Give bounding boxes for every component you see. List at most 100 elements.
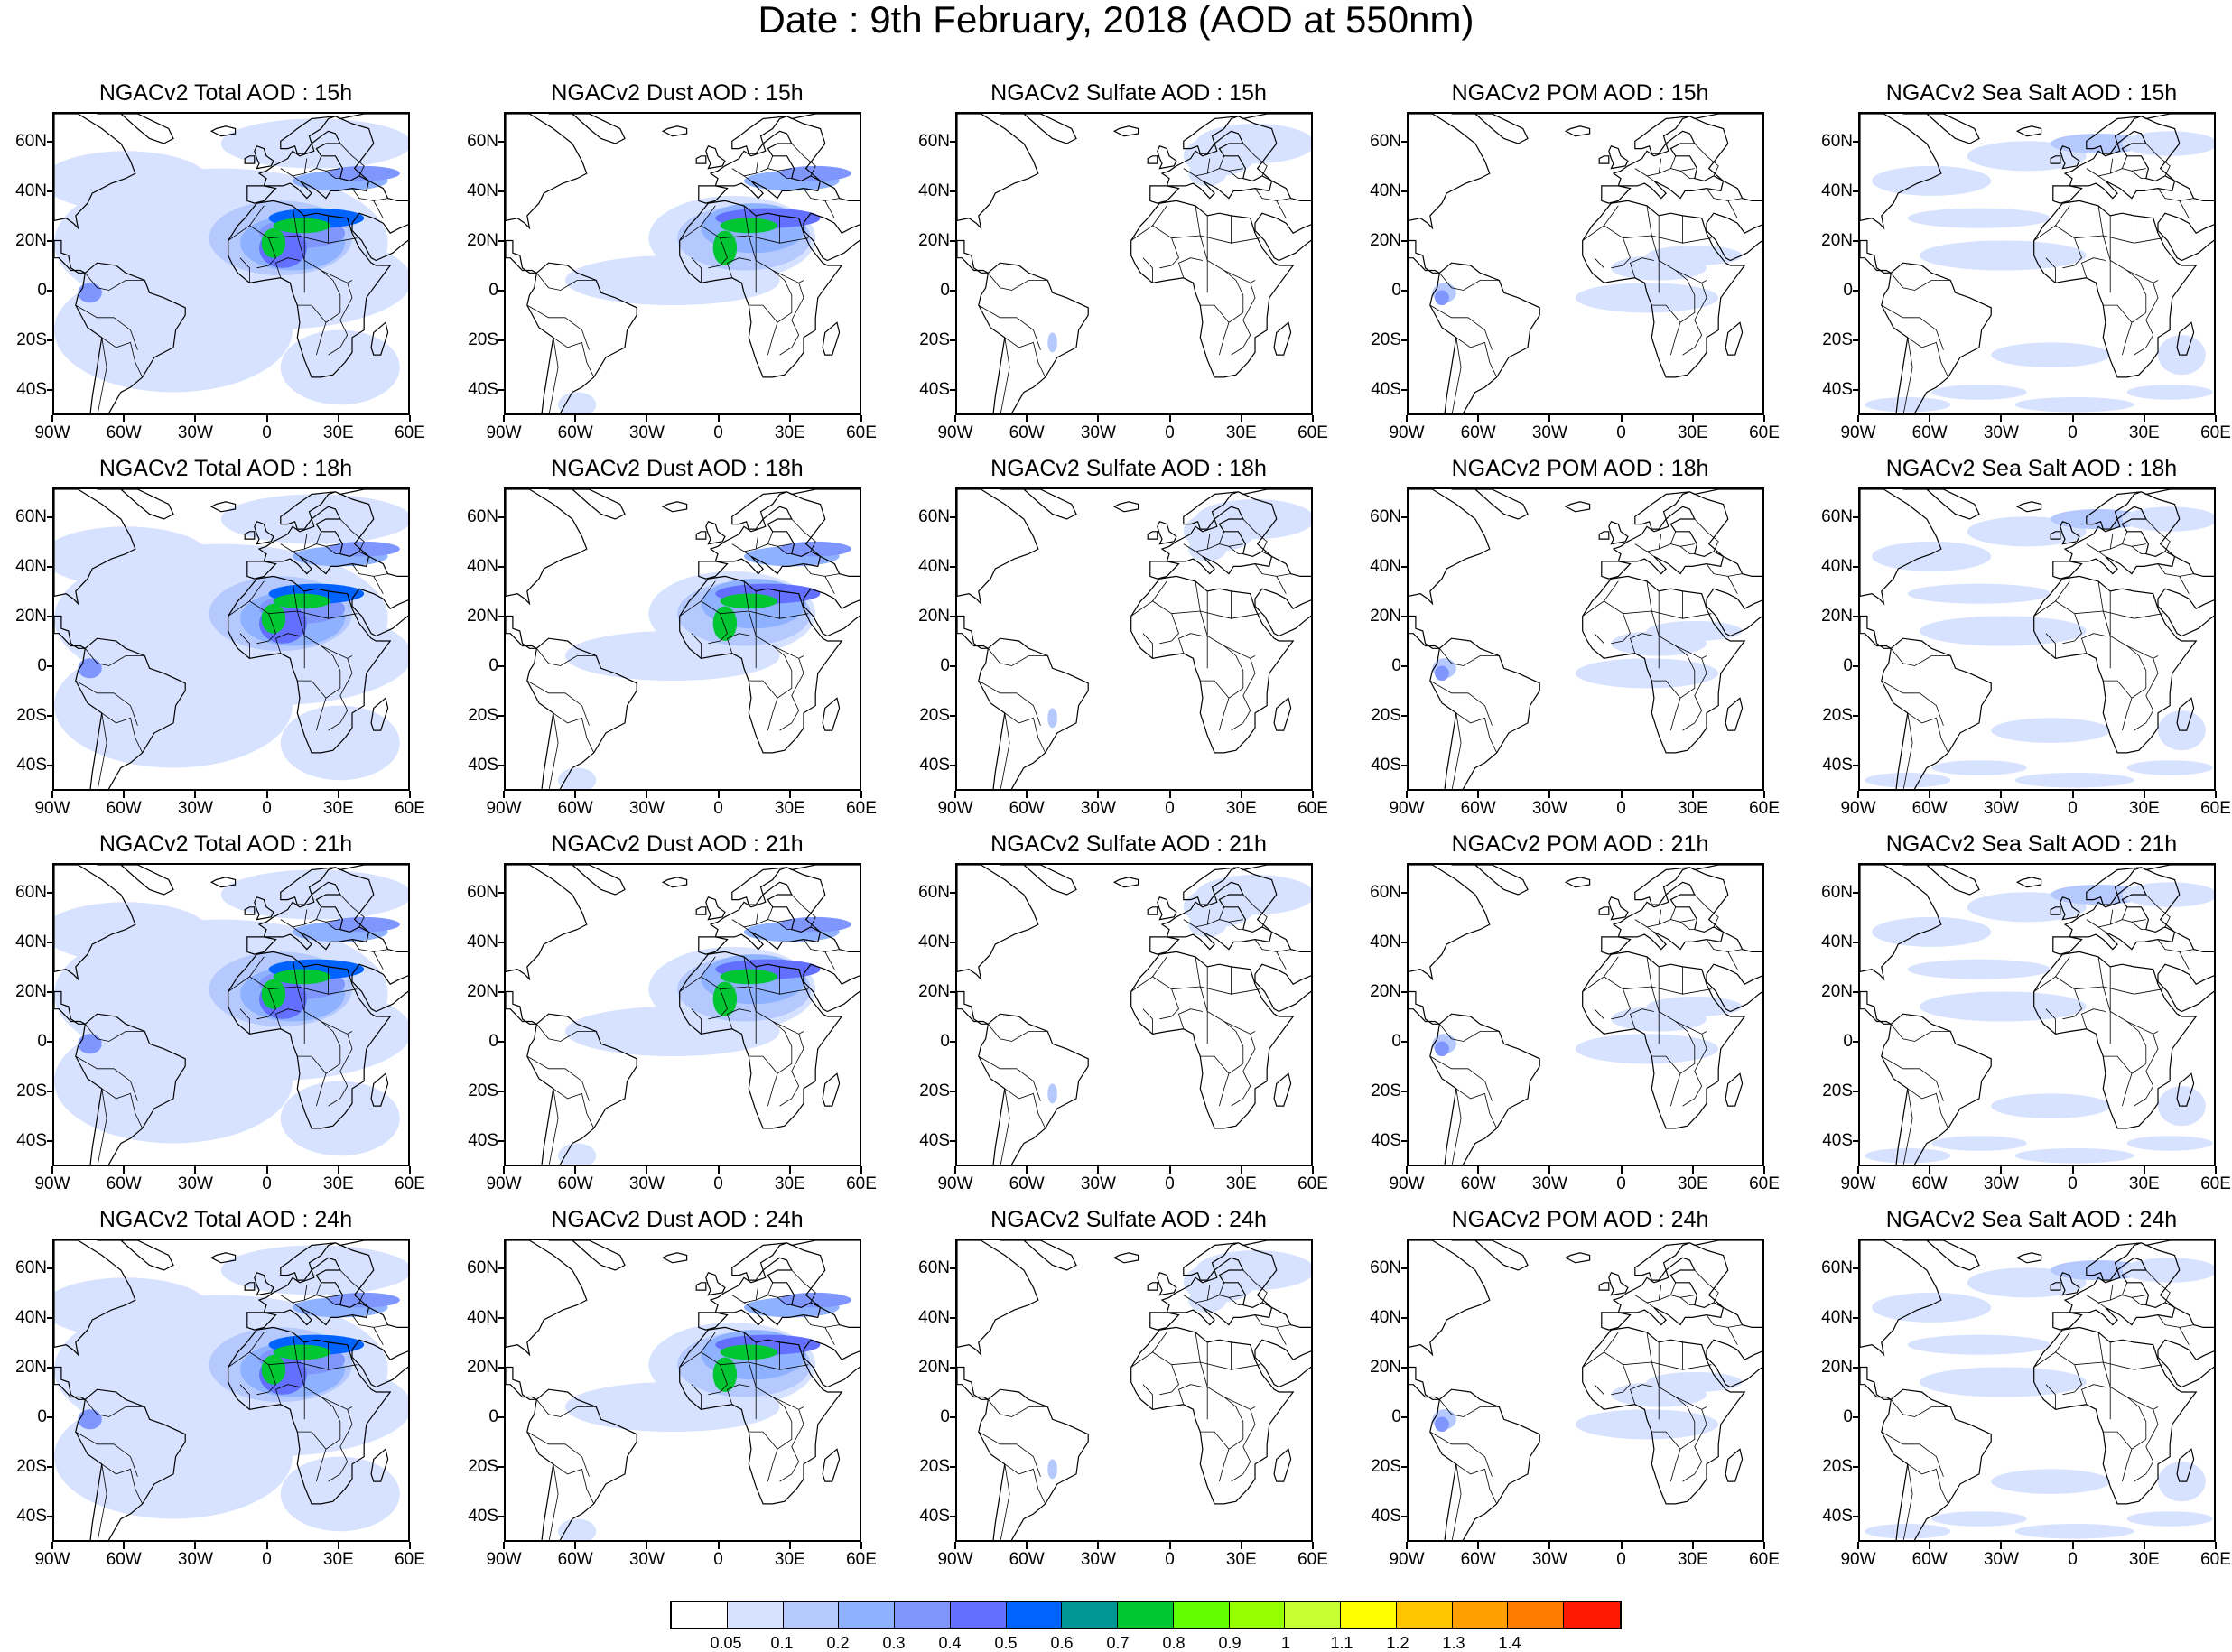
country-border — [1902, 337, 1913, 413]
aerosol-plume — [273, 218, 331, 234]
lon-tick — [646, 1542, 648, 1549]
coastline — [506, 114, 588, 230]
country-border — [1219, 1282, 1225, 1295]
lon-tick — [1097, 791, 1100, 798]
country-border — [701, 580, 716, 602]
country-border — [316, 1021, 341, 1107]
lat-tick — [498, 240, 506, 243]
colorbar-cell — [727, 1602, 784, 1628]
lon-tick-label: 60W — [106, 1550, 142, 1569]
country-border — [1195, 1302, 1204, 1308]
lat-tick-label: 60N — [467, 883, 498, 903]
lat-tick — [950, 1367, 957, 1369]
lon-tick — [337, 1166, 339, 1174]
coastline — [1409, 114, 1491, 230]
lat-tick-label: 40S — [1822, 1507, 1853, 1527]
lat-tick-label: 0 — [37, 1407, 47, 1427]
country-border — [292, 956, 298, 988]
coastline — [257, 881, 370, 951]
aerosol-plume — [1647, 620, 1743, 641]
coastline — [2050, 155, 2061, 164]
lat-tick — [1853, 942, 1860, 944]
lat-tick-label: 40S — [468, 756, 498, 775]
country-border — [1152, 956, 1167, 978]
country-border — [731, 543, 792, 552]
country-border — [325, 545, 340, 554]
coastline — [1634, 116, 1690, 154]
country-border — [1611, 988, 1631, 1020]
lat-tick-label: 0 — [1391, 656, 1401, 676]
colorbar-label: 0.8 — [1162, 1634, 1186, 1652]
coastline — [1582, 575, 1746, 754]
country-border — [275, 257, 300, 278]
country-border — [987, 1399, 1048, 1417]
coastline — [526, 1388, 637, 1540]
lat-tick — [950, 1267, 957, 1270]
coastline — [1112, 501, 1139, 513]
country-border — [2134, 988, 2163, 995]
country-border — [727, 257, 751, 278]
lat-tick-label: 20N — [15, 231, 47, 251]
lat-tick — [498, 339, 506, 342]
country-border — [2109, 534, 2114, 550]
country-border — [767, 270, 793, 356]
coastline — [1902, 114, 1980, 144]
lon-tick — [2071, 1166, 2074, 1174]
colorbar-cell — [1062, 1602, 1119, 1628]
lon-tick-label: 90W — [1840, 1174, 1876, 1193]
country-border — [256, 237, 276, 269]
coastline — [803, 1339, 860, 1388]
lat-tick-label: 0 — [488, 656, 498, 676]
lat-tick-label: 40N — [918, 181, 950, 201]
coastline — [1881, 1013, 1992, 1165]
country-border — [1254, 563, 1287, 594]
aod-map — [54, 489, 408, 789]
coastline — [2086, 116, 2142, 154]
country-border — [1219, 155, 1225, 169]
aerosol-plume — [1931, 1136, 2027, 1151]
country-border — [2134, 1409, 2159, 1482]
coastline — [370, 697, 389, 731]
aerosol-plume — [54, 526, 209, 587]
lon-tick — [646, 1166, 648, 1174]
lon-tick-label: 60W — [1009, 799, 1045, 818]
country-border — [1630, 1384, 1654, 1405]
lat-tick — [47, 616, 54, 618]
coastline — [1000, 489, 1077, 520]
lon-tick — [788, 1166, 791, 1174]
country-border — [1276, 573, 1291, 577]
country-border — [1429, 680, 1493, 726]
lon-tick — [788, 1542, 791, 1549]
country-border — [1242, 518, 1268, 552]
lon-tick — [503, 1542, 505, 1549]
coastline — [1112, 1252, 1139, 1264]
panel-title: NGACv2 Total AOD : 18h — [98, 456, 353, 481]
lat-tick — [47, 141, 54, 144]
country-border — [1604, 580, 1619, 602]
country-border — [1159, 613, 1179, 645]
country-border — [779, 1364, 809, 1370]
lon-tick-label: 30W — [1080, 1550, 1116, 1569]
lon-tick-label: 60W — [1911, 1550, 1948, 1569]
aerosol-plume — [2122, 1258, 2214, 1283]
coastline — [506, 489, 588, 606]
country-border — [1611, 613, 1631, 645]
coastline — [2015, 125, 2042, 137]
country-border — [1881, 304, 1944, 350]
lon-tick-label: 90W — [937, 423, 973, 442]
coastline — [54, 1240, 136, 1357]
lon-tick-label: 30E — [2128, 1174, 2160, 1193]
coastline — [1147, 531, 1158, 540]
aerosol-plume — [1931, 385, 2027, 400]
coastline — [280, 867, 336, 905]
colorbar-label: 1.3 — [1442, 1634, 1465, 1652]
coastline — [957, 1366, 989, 1400]
colorbar-label: 0.6 — [1050, 1634, 1074, 1652]
lon-tick-label: 90W — [937, 1550, 973, 1569]
country-border — [2122, 270, 2147, 356]
lon-tick — [1548, 791, 1551, 798]
aerosol-plume — [558, 392, 597, 413]
lat-tick-label: 20N — [918, 607, 950, 626]
coastline — [705, 1272, 726, 1296]
lon-tick — [1312, 1542, 1314, 1549]
